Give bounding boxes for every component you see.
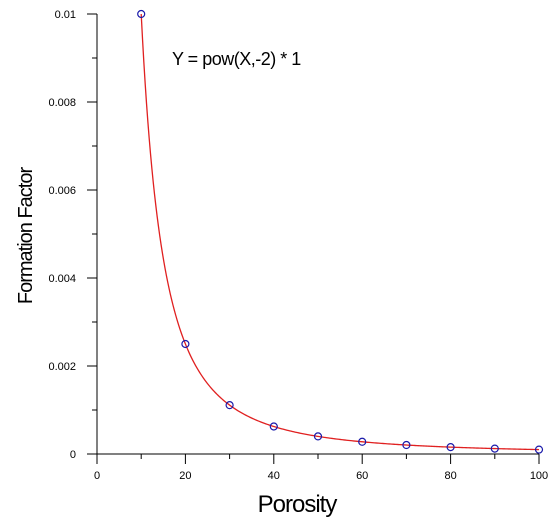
- data-point: [269, 422, 278, 431]
- data-point: [181, 339, 190, 349]
- x-tick-label: 80: [444, 470, 456, 482]
- data-point: [313, 432, 323, 441]
- data-point: [358, 437, 367, 446]
- x-tick-label: 40: [268, 470, 280, 482]
- x-axis-ticks: 0 20 40 60 80 100: [94, 454, 548, 482]
- x-tick-label: 60: [356, 470, 368, 482]
- fit-line-layer: [140, 13, 540, 451]
- x-tick-label: 0: [94, 470, 100, 482]
- equation-annotation: Y = pow(X,-2) * 1: [172, 49, 301, 69]
- data-point: [534, 445, 544, 454]
- fit-curve: [140, 13, 540, 451]
- axes: [96, 14, 539, 455]
- y-axis-title: Formation Factor: [15, 167, 37, 305]
- data-point: [490, 444, 499, 453]
- data-point: [402, 440, 411, 450]
- data-point: [137, 9, 146, 19]
- data-points-layer: [137, 9, 544, 454]
- y-tick-label: 0.008: [48, 97, 76, 109]
- data-point: [446, 443, 455, 452]
- y-tick-label: 0.002: [48, 361, 76, 373]
- x-axis-title: Porosity: [258, 491, 338, 518]
- y-tick-label: 0: [70, 449, 76, 461]
- y-tick-label: 0.01: [55, 9, 76, 21]
- y-tick-label: 0.006: [48, 185, 76, 197]
- y-axis-ticks: 0 0.002 0.004 0.006 0.008 0.01: [48, 9, 97, 461]
- data-point: [225, 401, 234, 410]
- y-tick-label: 0.004: [48, 273, 76, 285]
- x-tick-label: 20: [179, 470, 191, 482]
- x-tick-label: 100: [530, 470, 548, 482]
